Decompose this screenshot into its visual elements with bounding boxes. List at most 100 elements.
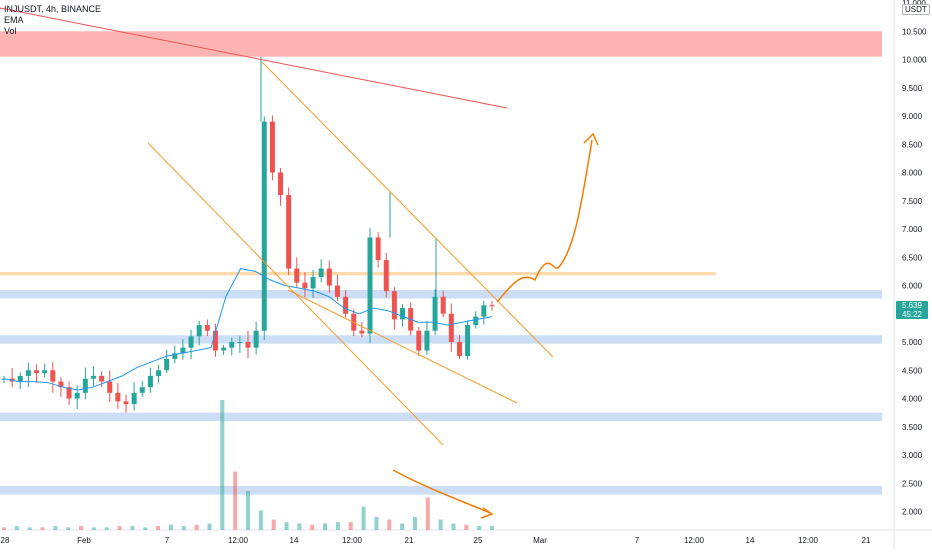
volume-bar (335, 522, 340, 530)
candle-body (180, 347, 186, 354)
last-price-tag: 5.639 45:22 (896, 301, 928, 319)
price-tick-label: 5.000 (902, 338, 923, 347)
candle-body (253, 330, 259, 348)
time-tick-label: 12:00 (228, 536, 249, 545)
candle-body (99, 375, 105, 382)
candle-body (448, 313, 454, 342)
candle-body (261, 121, 267, 331)
price-zone-4 (0, 412, 882, 422)
price-zone-2 (0, 290, 882, 299)
trend-line-1 (261, 61, 554, 358)
candle-body (188, 336, 194, 348)
candle-body (465, 325, 471, 357)
volume-bar (27, 527, 32, 530)
volume-bar (143, 527, 148, 530)
volume-bar (323, 523, 328, 530)
candle-body (90, 375, 96, 379)
candle-body (440, 296, 446, 314)
time-tick-label: Feb (77, 536, 91, 545)
ema-line (3, 268, 493, 391)
candle-body (278, 172, 284, 196)
candle-body (359, 330, 365, 334)
candle-body (286, 195, 292, 269)
volume-bar (79, 526, 84, 530)
candle-body (473, 316, 479, 326)
candle-body (237, 342, 243, 343)
bar-countdown: 45:22 (901, 310, 923, 319)
candle-body (416, 330, 422, 351)
volume-trend-arrow (392, 469, 491, 514)
candle-body (147, 375, 153, 388)
last-price-value: 5.639 (901, 301, 923, 310)
volume-bar (207, 523, 212, 530)
volume-bar (117, 526, 122, 530)
candle-body (34, 370, 40, 374)
candle-body (302, 282, 308, 289)
volume-bar (246, 491, 250, 530)
candle-body (25, 370, 31, 376)
candle-body (212, 330, 218, 351)
candle-body (294, 268, 300, 283)
volume-bar (130, 526, 135, 530)
price-tick-label: 7.500 (902, 197, 923, 206)
volume-bar (53, 526, 58, 530)
candle-body (115, 392, 121, 402)
volume-bar (374, 517, 379, 530)
price-tick-label: 9.500 (902, 84, 923, 93)
volume-bar (412, 517, 417, 530)
indicator-ema-label[interactable]: EMA (4, 15, 24, 25)
candle-body (383, 260, 389, 292)
candle-body (334, 285, 340, 297)
time-tick-label: 25 (474, 536, 483, 545)
indicator-vol-label[interactable]: Vol (4, 26, 17, 36)
volume-bar (91, 527, 96, 530)
price-tick-label: 9.000 (902, 112, 923, 121)
volume-bar (40, 527, 45, 530)
volume-bar (233, 471, 238, 530)
volume-bar (66, 527, 71, 530)
time-tick-label: 12:00 (684, 536, 705, 545)
time-tick-label: 7 (165, 536, 170, 545)
price-tick-label: 6.000 (902, 282, 923, 291)
candle-body (204, 325, 210, 331)
time-tick-label: 12:00 (342, 536, 363, 545)
volume-bar (310, 524, 315, 530)
volume-bar (477, 526, 482, 530)
candle-body (424, 330, 430, 351)
candle-body (400, 308, 406, 320)
candle-body (123, 401, 129, 405)
volume-bar (438, 519, 443, 530)
volume-bar (2, 527, 6, 530)
price-tick-label: 4.500 (902, 366, 923, 375)
price-tick-label: 8.500 (902, 140, 923, 149)
volume-bar (168, 524, 173, 530)
volume-bar (14, 526, 19, 530)
candle-body (481, 305, 487, 317)
volume-bar (387, 519, 392, 530)
candle-body (74, 392, 80, 399)
candle-body (456, 342, 462, 357)
candle-body (326, 268, 332, 286)
volume-trend-arrowhead (480, 507, 494, 519)
volume-bar (284, 522, 289, 530)
candle-body (221, 347, 227, 351)
candle-body (50, 370, 56, 382)
volume-bar (361, 506, 366, 530)
volume-bar (464, 524, 469, 530)
candle-body (66, 387, 72, 399)
candle-body (1, 378, 7, 380)
candle-body (58, 381, 64, 388)
candle-body (310, 277, 316, 289)
time-tick-label: 7 (635, 536, 640, 545)
symbol-line[interactable]: INJUSDT, 4h, BINANCE (4, 4, 102, 14)
volume-bar (490, 526, 494, 530)
candle-body (391, 291, 397, 320)
price-tick-label: 3.000 (902, 451, 923, 460)
currency-label[interactable]: USDT (902, 4, 930, 15)
candle-body (245, 342, 251, 348)
time-tick-label: 21 (862, 536, 871, 545)
price-tick-label: 3.500 (902, 423, 923, 432)
price-zone-1 (0, 271, 716, 276)
